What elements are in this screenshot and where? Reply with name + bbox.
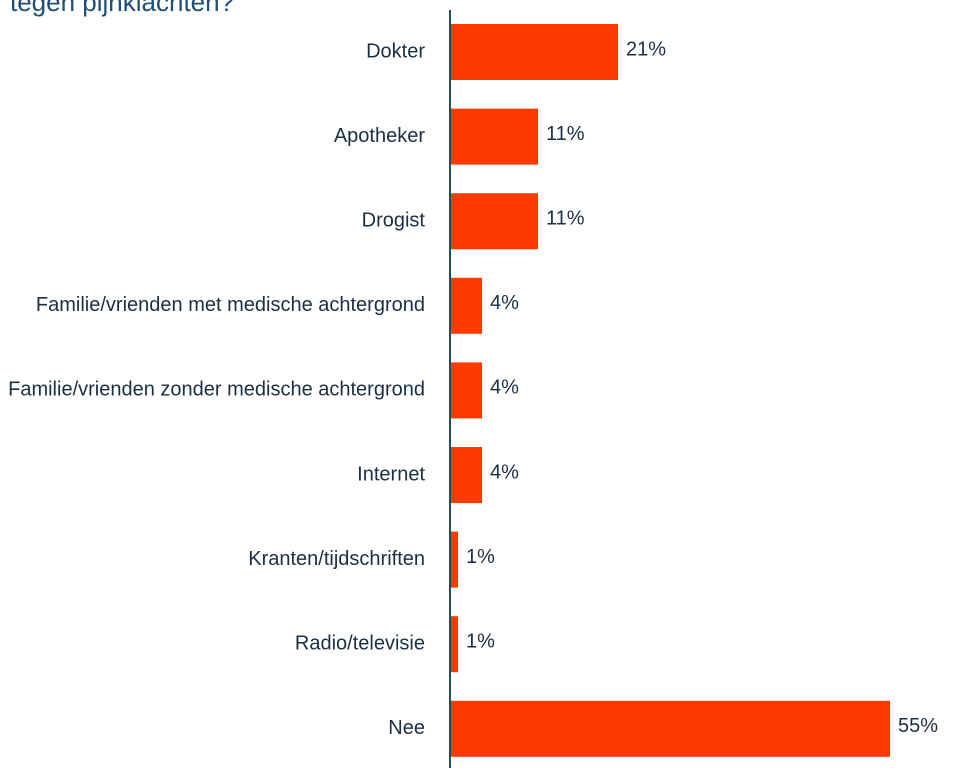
value-label: 4% [490, 292, 519, 314]
value-label: 4% [490, 377, 519, 399]
category-label: Internet [357, 463, 425, 485]
value-label: 11% [546, 123, 585, 145]
bar [450, 362, 482, 419]
bar [450, 531, 458, 588]
value-label: 4% [490, 461, 519, 483]
value-label: 1% [466, 546, 495, 568]
chart-title: tegen pijnklachten? [10, 0, 234, 17]
category-label: Nee [388, 717, 425, 739]
category-label: Dokter [366, 40, 425, 62]
bar [450, 24, 618, 80]
value-label: 11% [546, 207, 585, 229]
value-label: 21% [626, 38, 666, 60]
bar [450, 616, 458, 673]
bar [450, 277, 482, 334]
bar [450, 447, 482, 503]
category-label: Familie/vrienden zonder medische achterg… [8, 379, 425, 401]
bar [450, 700, 890, 757]
category-label: Radio/televisie [295, 632, 425, 654]
category-label: Familie/vrienden met medische achtergron… [36, 294, 425, 316]
category-label: Drogist [362, 209, 426, 231]
category-label: Kranten/tijdschriften [248, 548, 425, 570]
value-label: 55% [898, 715, 938, 737]
bar [450, 193, 538, 250]
category-label: Apotheker [334, 125, 426, 147]
value-label: 1% [466, 630, 495, 652]
bar [450, 108, 538, 165]
